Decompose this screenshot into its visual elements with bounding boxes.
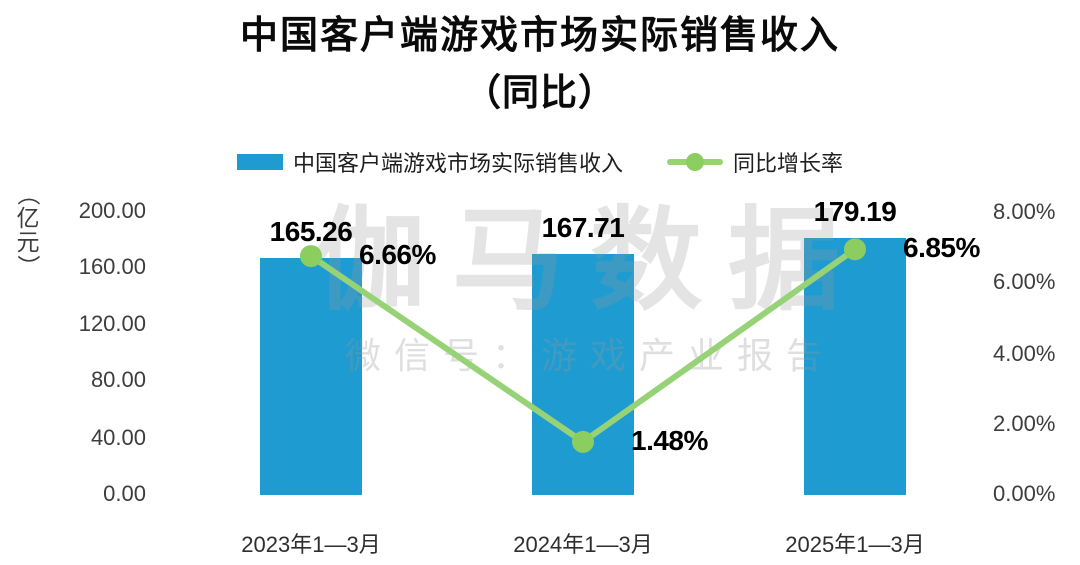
right-tick-8: 8.00% [993, 199, 1056, 224]
growth-value-label-2024: 1.48% [631, 424, 708, 456]
right-tick-6: 6.00% [993, 269, 1056, 294]
legend-label-growth: 同比增长率 [733, 151, 844, 176]
bar-value-label-2025: 179.19 [813, 195, 897, 227]
chart-title-line2: （同比） [464, 71, 616, 113]
bar-2023[interactable] [260, 257, 362, 495]
x-axis-label-2023: 2023年1—3月 [241, 532, 381, 557]
chart-title: 中国客户端游戏市场实际销售收入 （同比） [0, 15, 1080, 113]
left-tick-40: 40.00 [90, 425, 146, 450]
left-tick-160: 160.00 [78, 254, 146, 279]
bar-2024[interactable] [532, 254, 634, 495]
bar-value-label-2024: 167.71 [541, 212, 625, 244]
bar-value-label-2023: 165.26 [269, 215, 353, 247]
left-axis-unit: （ 亿 元 ） [15, 182, 42, 278]
legend-label-revenue: 中国客户端游戏市场实际销售收入 [292, 151, 623, 176]
left-tick-80: 80.00 [90, 367, 146, 392]
line-dot-icon [686, 153, 704, 171]
growth-value-label-2025: 6.85% [903, 232, 980, 264]
right-tick-0: 0.00% [993, 481, 1056, 506]
x-axis-label-2024: 2024年1—3月 [513, 532, 653, 557]
left-tick-200: 200.00 [78, 198, 146, 223]
left-tick-120: 120.00 [78, 311, 146, 336]
right-tick-4: 4.00% [993, 341, 1056, 366]
left-tick-0: 0.00 [103, 481, 146, 506]
right-tick-2: 2.00% [993, 411, 1056, 436]
legend-item-revenue[interactable]: 中国客户端游戏市场实际销售收入 [236, 146, 623, 178]
x-axis-label-2025: 2025年1—3月 [785, 532, 925, 557]
bar-2025[interactable] [804, 237, 906, 495]
legend-item-growth[interactable]: 同比增长率 [667, 146, 843, 178]
growth-value-label-2023: 6.66% [359, 239, 436, 271]
line-swatch-icon [667, 153, 723, 171]
bar-swatch-icon [236, 154, 283, 170]
chart-title-line1: 中国客户端游戏市场实际销售收入 [239, 15, 840, 57]
legend: 中国客户端游戏市场实际销售收入 同比增长率 [0, 146, 1080, 178]
